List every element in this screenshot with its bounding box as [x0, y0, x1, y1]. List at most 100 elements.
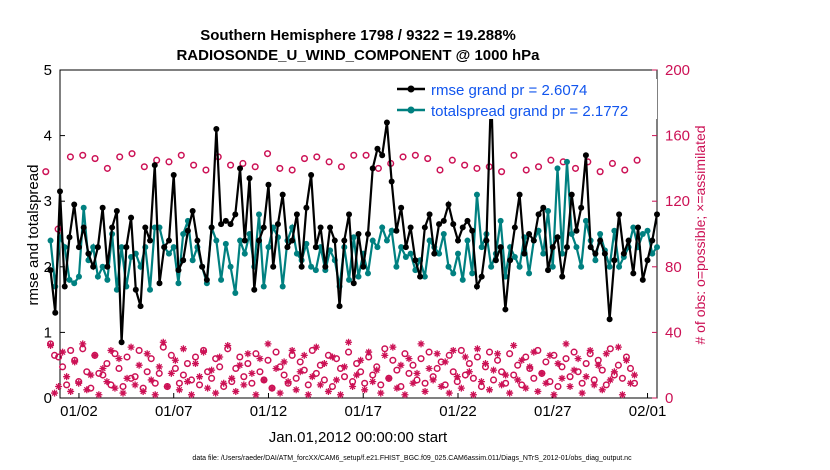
assimilated-obs-marker — [373, 366, 381, 374]
spread-point — [369, 237, 376, 244]
spread-point — [649, 250, 656, 257]
assimilated-obs-marker — [244, 350, 252, 358]
assimilated-obs-marker — [183, 378, 191, 386]
assimilated-obs-marker — [518, 356, 526, 364]
possible-obs-marker — [276, 164, 284, 172]
rmse-point — [620, 250, 627, 257]
assimilated-obs-marker — [175, 386, 183, 394]
legend-spread-label: totalspread grand pr = 2.1772 — [431, 103, 628, 120]
assimilated-obs-marker — [522, 384, 530, 392]
rmse-point — [71, 201, 78, 208]
assimilated-obs-marker — [614, 343, 622, 351]
assimilated-obs-marker — [421, 387, 429, 395]
possible-obs-marker — [602, 381, 610, 389]
y-tick-label-right: 120 — [665, 193, 690, 210]
assimilated-obs-marker — [179, 345, 187, 353]
plot-area: 0 1 2 3 4 5 0 40 80 120 160 200 01/02 01/07 01/12 01/17… — [42, 62, 690, 420]
rmse-point — [350, 280, 357, 287]
y-tick-label-left: 5 — [44, 62, 52, 79]
possible-obs-marker — [393, 366, 401, 374]
chart-title: Southern Hemisphere 1798 / 9322 = 19.288… — [200, 27, 516, 44]
spread-point — [147, 286, 154, 293]
assimilated-obs-marker — [79, 340, 87, 348]
assimilated-obs-marker — [534, 387, 542, 395]
rmse-point — [355, 231, 362, 237]
x-tick-label: 01/27 — [534, 403, 572, 420]
possible-obs-marker — [190, 161, 198, 169]
possible-obs-marker — [626, 364, 635, 373]
spread-point — [549, 263, 556, 270]
legend: rmse grand pr = 2.6074 totalspread grand… — [392, 79, 657, 120]
assimilated-obs-marker — [349, 383, 357, 391]
possible-obs-marker — [465, 360, 473, 368]
spread-point — [407, 250, 414, 257]
spread-point — [279, 283, 286, 290]
rmse-point — [393, 227, 400, 234]
rmse-point — [128, 214, 135, 221]
possible-obs-marker — [618, 374, 626, 382]
possible-obs-marker — [357, 368, 365, 376]
possible-obs-marker — [296, 358, 304, 366]
spread-point — [104, 276, 111, 283]
possible-obs-marker — [514, 361, 522, 369]
possible-obs-marker — [123, 353, 131, 361]
possible-obs-marker — [498, 168, 506, 176]
possible-obs-marker — [389, 356, 397, 364]
rmse-point — [445, 201, 452, 208]
spread-point — [113, 286, 120, 293]
assimilated-obs-marker — [389, 343, 397, 351]
possible-obs-marker — [51, 351, 59, 359]
assimilated-obs-marker — [481, 360, 489, 368]
assimilated-obs-marker — [55, 383, 63, 391]
possible-obs-marker — [405, 369, 413, 377]
possible-obs-marker — [473, 353, 481, 361]
spread-point — [597, 231, 604, 237]
spread-point — [379, 224, 386, 231]
rmse-point — [251, 286, 258, 293]
possible-obs-marker — [340, 373, 349, 381]
rmse-point — [113, 208, 120, 215]
assimilated-obs-marker — [413, 369, 421, 377]
spread-point — [540, 250, 547, 257]
possible-obs-marker — [562, 355, 570, 363]
y-tick-label-left: 3 — [44, 193, 52, 210]
possible-obs-marker — [99, 371, 107, 379]
possible-obs-marker — [425, 348, 433, 356]
possible-obs-marker — [248, 379, 256, 387]
rmse-point — [137, 303, 144, 310]
spread-point — [398, 244, 405, 251]
possible-obs-marker — [67, 346, 75, 354]
assimilated-obs-marker — [187, 391, 195, 399]
possible-obs-marker — [42, 168, 50, 176]
possible-obs-marker — [191, 353, 200, 361]
rmse-point — [322, 263, 329, 270]
possible-obs-marker — [292, 374, 300, 382]
assimilated-obs-marker — [324, 387, 332, 395]
possible-obs-marker — [461, 371, 469, 379]
spread-point — [118, 244, 125, 251]
rmse-point — [630, 270, 637, 277]
possible-obs-marker — [506, 350, 514, 358]
spread-point — [644, 227, 651, 234]
y-tick-label-left: 1 — [44, 324, 52, 341]
assimilated-obs-marker — [498, 381, 506, 389]
assimilated-obs-marker — [304, 391, 312, 399]
possible-obs-marker — [473, 164, 481, 172]
rmse-point — [431, 250, 438, 257]
assimilated-obs-marker — [252, 391, 260, 399]
assimilated-obs-marker — [562, 340, 570, 348]
assimilated-obs-marker — [236, 361, 244, 369]
possible-obs-marker — [547, 156, 555, 164]
rmse-point — [611, 257, 618, 264]
rmse-point — [616, 211, 623, 218]
spread-point — [75, 273, 82, 280]
rmse-point — [412, 257, 419, 264]
spread-point — [175, 280, 182, 287]
possible-obs-marker — [236, 353, 244, 361]
possible-obs-marker — [381, 345, 389, 353]
spread-point — [256, 211, 262, 218]
rmse-point — [578, 204, 585, 211]
possible-obs-marker — [401, 350, 409, 358]
assimilated-obs-marker — [602, 350, 610, 358]
spread-point — [511, 253, 518, 260]
